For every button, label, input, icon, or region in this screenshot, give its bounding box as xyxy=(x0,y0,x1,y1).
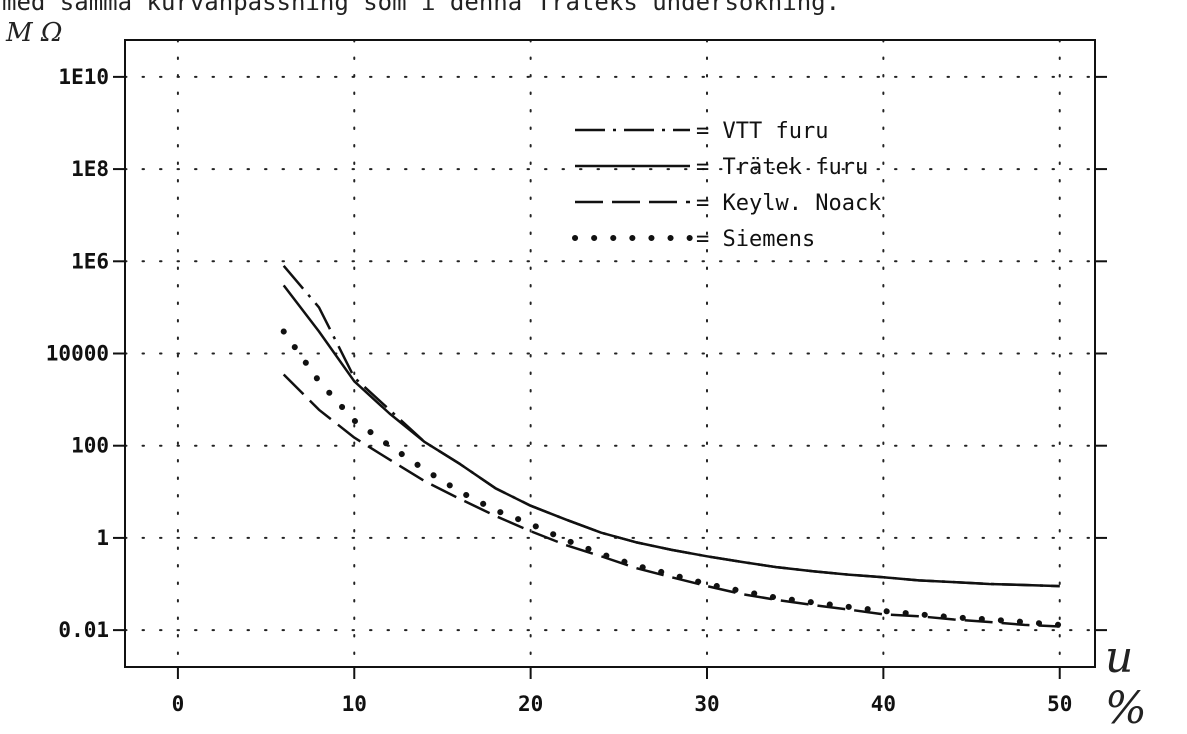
grid-layer xyxy=(124,39,1096,668)
x-tick-label: 30 xyxy=(694,692,719,716)
legend-label: = Siemens xyxy=(696,227,815,252)
y-tick-label: 100 xyxy=(71,434,109,458)
y-axis-unit-label: M Ω xyxy=(6,18,63,48)
x-tick-label: 40 xyxy=(871,692,896,716)
y-tick-label: 0.01 xyxy=(58,618,109,642)
y-tick-label: 10000 xyxy=(46,342,109,366)
y-tick-label: 1E6 xyxy=(71,249,109,273)
x-tick-label: 20 xyxy=(518,692,543,716)
legend-label: = Keylw. Noack xyxy=(696,191,881,216)
series-line-vtt-furu xyxy=(282,264,1060,588)
resistance-chart: 0 10 20 30 40 50 0.01 1 100 10000 1E6 1E8 1E10 = VTT… xyxy=(46,39,1107,716)
x-tick-label: 10 xyxy=(342,692,367,716)
y-tick-label: 1E8 xyxy=(71,157,109,181)
legend-label: = Trätek furu xyxy=(696,155,868,180)
legend: = VTT furu = Trätek furu = Keylw. Noack = S… xyxy=(572,119,881,252)
legend-label: = VTT furu xyxy=(696,119,828,144)
series-line-keylw-noack xyxy=(282,373,1060,628)
caption-text: med samma kurvanpassning som i denna Trä… xyxy=(2,0,841,16)
x-tick-label: 0 xyxy=(172,692,185,716)
tick-layer: 0 10 20 30 40 50 0.01 1 100 10000 1E6 1E8 1E10 xyxy=(46,65,1107,716)
y-tick-label: 1E10 xyxy=(58,65,109,89)
x-tick-label: 50 xyxy=(1047,692,1072,716)
y-tick-label: 1 xyxy=(96,526,109,550)
series-layer xyxy=(280,264,1063,628)
series-line-tr-tek-furu xyxy=(282,284,1060,588)
